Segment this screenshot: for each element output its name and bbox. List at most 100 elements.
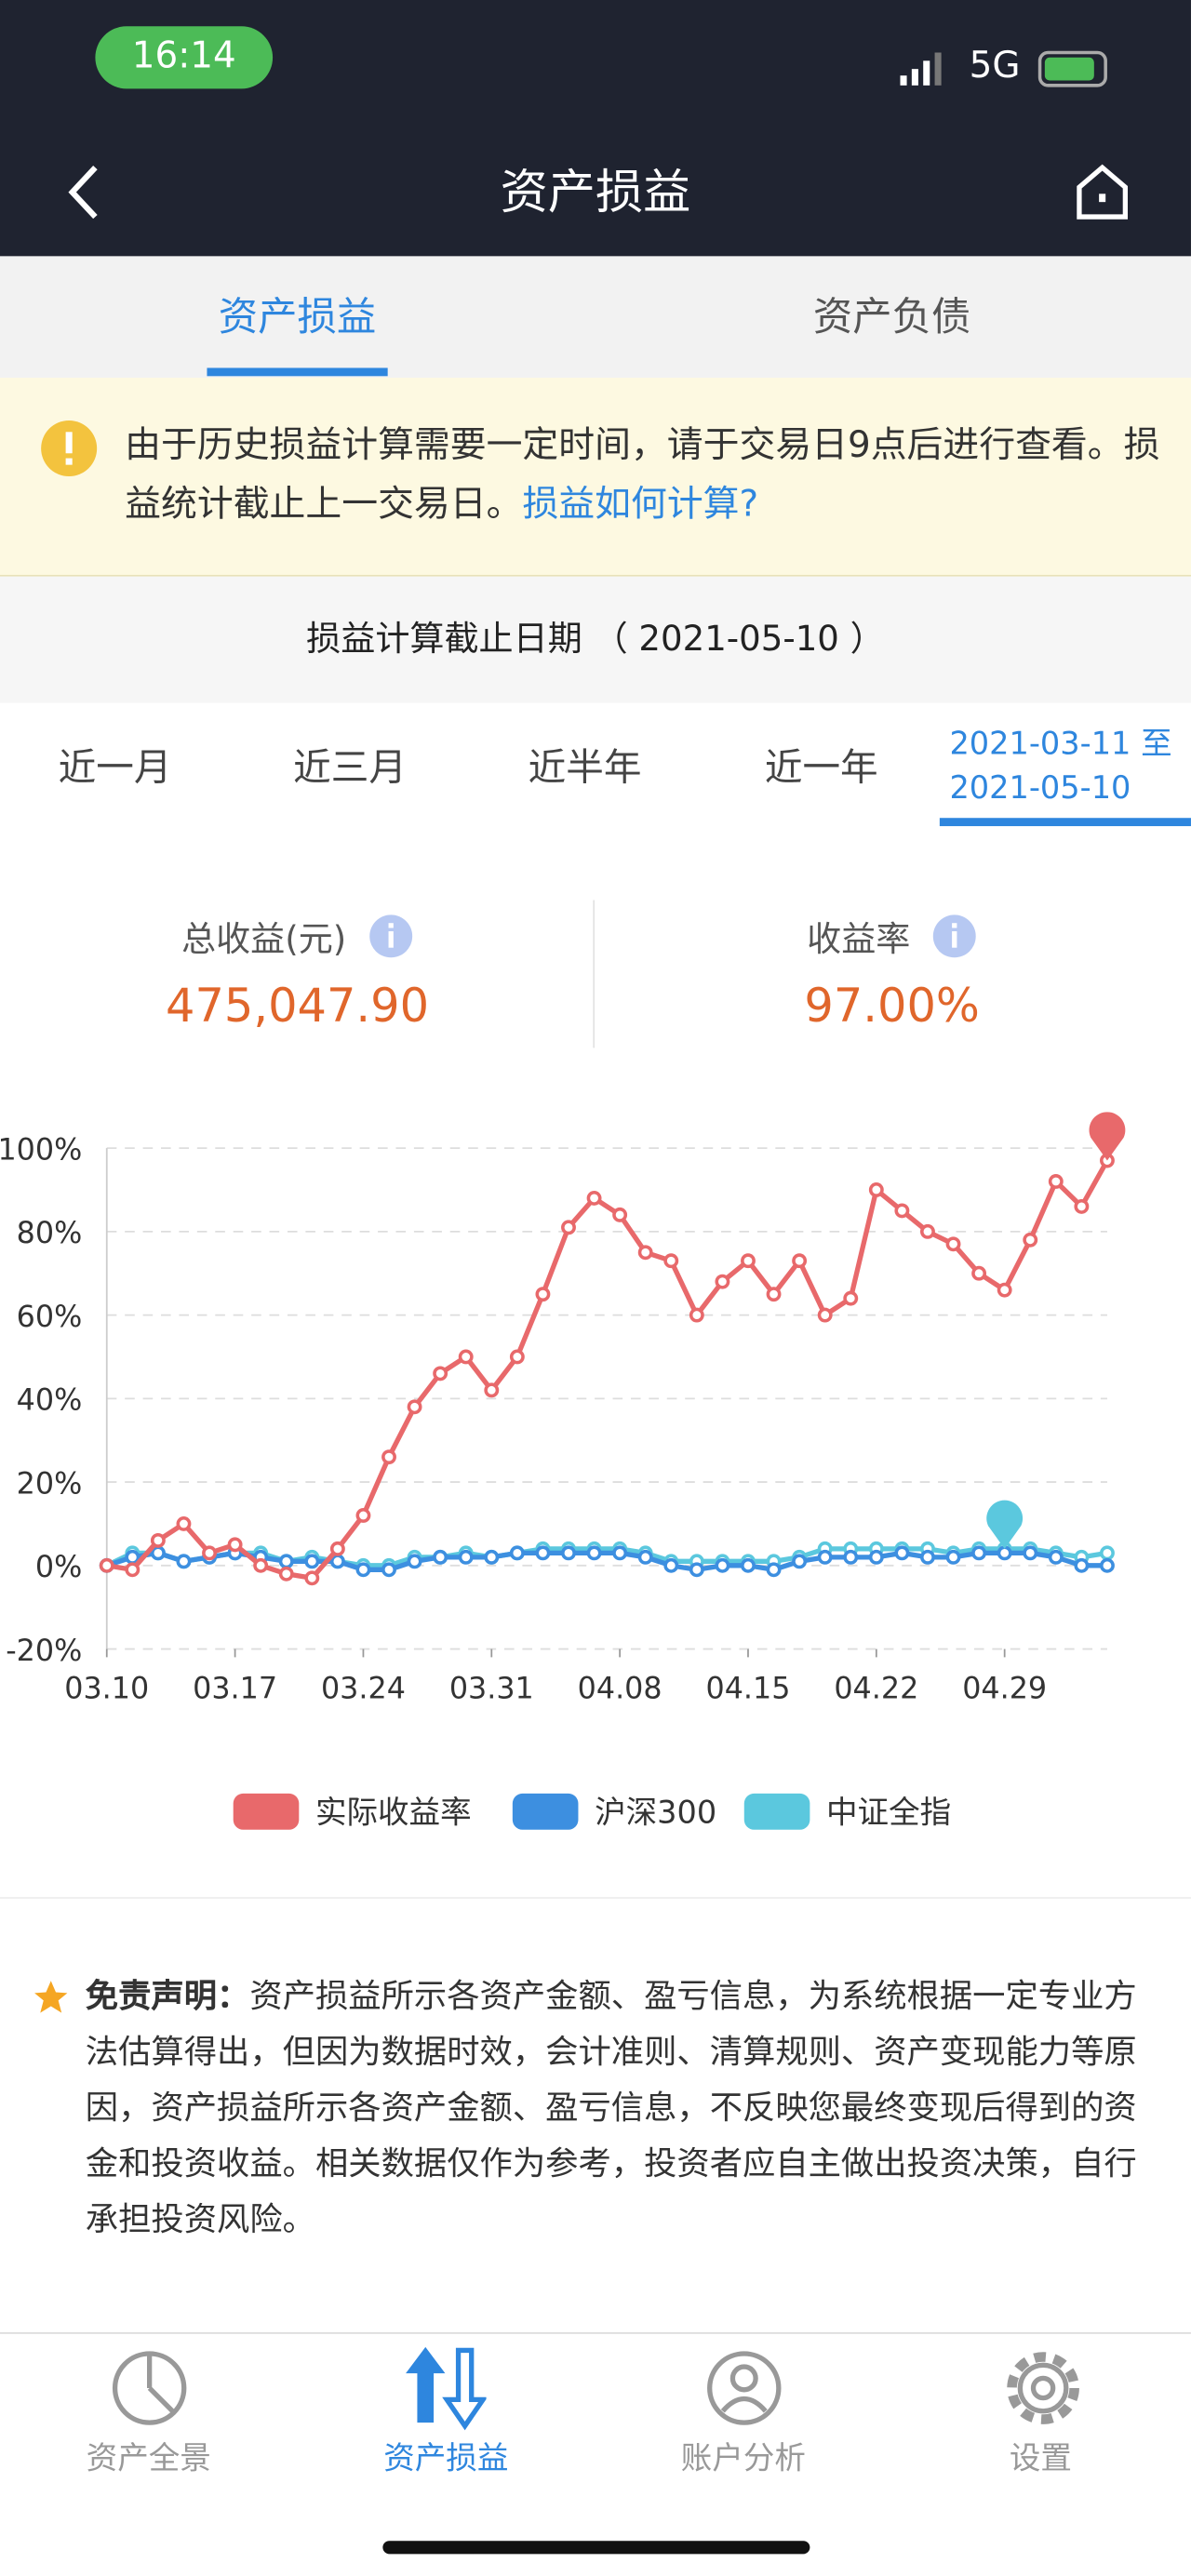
x-tick-label: 04.15	[706, 1673, 791, 1706]
point	[868, 1549, 884, 1565]
nav-title: 资产损益	[500, 164, 691, 220]
nav-icon[interactable]	[109, 2347, 191, 2429]
label: 收益率	[807, 919, 911, 960]
point	[125, 1549, 141, 1565]
point	[1074, 1557, 1090, 1573]
nav-label[interactable]: 账户分析	[680, 2440, 806, 2477]
point	[1048, 1174, 1064, 1189]
legend-label: 中证全指	[826, 1795, 951, 1831]
period[interactable]: 近半年	[528, 747, 642, 791]
divider	[0, 1897, 1191, 1899]
y-tick-label: 60%	[17, 1301, 83, 1334]
nav-icon[interactable]	[1002, 2347, 1084, 2429]
point	[407, 1399, 422, 1415]
y-tick-label: 80%	[17, 1217, 83, 1250]
network: 5G	[969, 46, 1021, 87]
range-separator: 至	[1141, 726, 1172, 763]
summary-value: 97.00%	[804, 979, 980, 1034]
point	[99, 1557, 114, 1573]
nav-icon[interactable]	[404, 2343, 487, 2432]
range-start: 2021-03-11	[949, 726, 1131, 763]
point	[792, 1554, 808, 1569]
legend-swatch	[743, 1793, 810, 1830]
point	[535, 1545, 551, 1561]
cutoff-date: 损益计算截止日期 （ 2021-05-10 ）	[0, 576, 1191, 703]
bottom-nav: 资产全景 资产损益 账户分析 设置	[0, 2332, 1191, 2576]
time: 16:14	[95, 26, 274, 89]
point	[1023, 1545, 1038, 1561]
home-button[interactable]	[1071, 161, 1133, 223]
point	[1048, 1549, 1064, 1565]
info-icon[interactable]	[931, 914, 977, 959]
point	[125, 1562, 141, 1578]
notice-body: 由于历史损益计算需要一定时间，请于交易日9点后进行查看。损益统计截止上一交易日。	[125, 425, 1160, 526]
point	[612, 1207, 628, 1222]
period-indicator	[939, 818, 1191, 827]
point	[766, 1562, 782, 1578]
point	[843, 1290, 859, 1306]
point	[407, 1554, 422, 1569]
point	[561, 1220, 576, 1235]
period[interactable]: 近三月	[293, 747, 407, 791]
point	[484, 1382, 500, 1398]
label: 总收益(元)	[181, 919, 347, 960]
tab[interactable]: 资产负债	[812, 294, 971, 340]
legend-swatch	[233, 1793, 300, 1830]
point	[381, 1449, 396, 1465]
nav-label[interactable]: 资产全景	[86, 2440, 211, 2477]
point	[689, 1562, 704, 1578]
header-bar: 16:14 5G 资产损益	[0, 0, 1191, 257]
nav-label[interactable]: 资产损益	[383, 2440, 509, 2477]
info-icon	[41, 420, 98, 476]
marker-pin	[1089, 1112, 1126, 1161]
star-icon	[34, 1981, 68, 2013]
point	[329, 1541, 345, 1556]
x-tick-label: 03.17	[193, 1673, 277, 1706]
point	[304, 1570, 320, 1586]
x-tick-label: 03.10	[64, 1673, 149, 1706]
back-button[interactable]	[60, 161, 109, 223]
point	[1100, 1545, 1115, 1561]
x-tick-label: 04.22	[834, 1673, 918, 1706]
point	[355, 1562, 371, 1578]
x-tick-label: 04.08	[578, 1673, 662, 1706]
point	[586, 1190, 602, 1206]
point	[329, 1554, 345, 1569]
point	[458, 1549, 474, 1565]
summary-value: 475,047.90	[166, 979, 430, 1034]
info-icon[interactable]	[368, 914, 413, 959]
range-end: 2021-05-10	[949, 770, 1131, 807]
disclaimer-text: 资产损益所示各资产金额、盈亏信息，为系统根据一定专业方法估算得出，但因为数据时效…	[85, 1975, 1137, 2239]
status-icons	[900, 50, 1107, 87]
nav-label[interactable]: 设置	[1009, 2440, 1072, 2477]
legend-label: 沪深300	[595, 1795, 716, 1831]
y-tick-label: -20%	[6, 1635, 82, 1668]
disclaimer: 免责声明：资产损益所示各资产金额、盈亏信息，为系统根据一定专业方法估算得出，但因…	[86, 1968, 1137, 2247]
y-tick-label: 100%	[0, 1133, 82, 1167]
notice-link[interactable]: 损益如何计算?	[522, 484, 759, 526]
y-tick-label: 20%	[17, 1467, 83, 1501]
series-line	[106, 1159, 1110, 1582]
point	[663, 1253, 679, 1269]
x-tick-label: 03.31	[449, 1673, 534, 1706]
legend-label: 实际收益率	[315, 1795, 472, 1831]
period[interactable]: 近一月	[58, 747, 172, 791]
point	[355, 1508, 371, 1523]
nav-icon[interactable]	[703, 2347, 785, 2429]
point	[1074, 1198, 1090, 1214]
tab[interactable]: 资产损益	[218, 294, 377, 340]
point	[278, 1554, 294, 1569]
point	[150, 1545, 166, 1561]
marker-pin	[986, 1500, 1024, 1549]
point	[741, 1253, 756, 1269]
y-tick-label: 0%	[35, 1551, 82, 1584]
chart: -20% 0% 20% 40% 60% 80% 100% 03.10 03.17 03.24 03.…	[0, 1112, 1126, 1831]
y-tick-label: 40%	[17, 1384, 83, 1418]
point	[176, 1554, 192, 1569]
point	[176, 1515, 192, 1531]
notice-text: 由于历史损益计算需要一定时间，请于交易日9点后进行查看。损益统计截止上一交易日。…	[125, 417, 1159, 535]
point	[920, 1223, 935, 1239]
period[interactable]: 近一年	[764, 747, 878, 791]
custom-range[interactable]: 2021-03-11 至 2021-05-10	[949, 723, 1171, 811]
